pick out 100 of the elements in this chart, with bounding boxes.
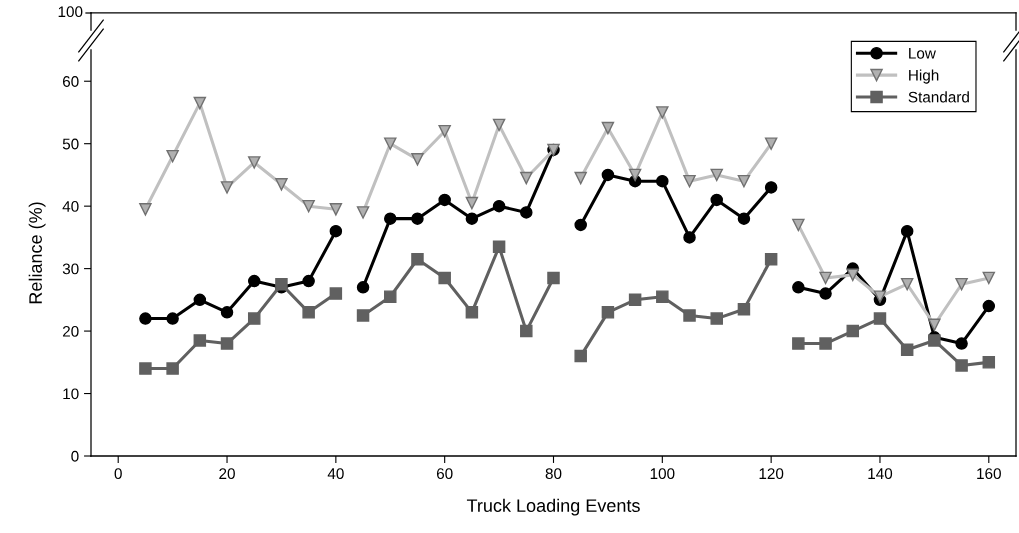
point xyxy=(247,312,261,325)
x-tick-label: 20 xyxy=(219,468,235,480)
point xyxy=(737,212,751,225)
point xyxy=(792,218,805,232)
point xyxy=(520,171,533,185)
x-axis-title: Truck Loading Events xyxy=(466,498,640,516)
x-tick-label: 120 xyxy=(759,468,784,480)
point xyxy=(193,293,207,307)
y-tick-label: 60 xyxy=(62,76,79,87)
point xyxy=(166,149,179,163)
point xyxy=(302,274,315,288)
point xyxy=(900,277,914,291)
point xyxy=(574,171,587,185)
point xyxy=(819,287,832,300)
point xyxy=(520,206,533,219)
point xyxy=(356,309,370,322)
point xyxy=(166,362,179,375)
y-tick-label: 0 xyxy=(71,450,79,462)
point xyxy=(275,178,288,191)
point xyxy=(438,271,451,285)
point xyxy=(329,287,343,300)
point xyxy=(247,156,261,169)
point xyxy=(356,281,370,294)
point xyxy=(710,312,723,325)
point xyxy=(247,274,261,288)
x-tick-label: 40 xyxy=(327,468,344,480)
point xyxy=(873,312,887,325)
point xyxy=(411,153,424,166)
point xyxy=(792,337,805,350)
legend-label: Low xyxy=(909,48,936,59)
point xyxy=(656,174,669,188)
point xyxy=(710,193,723,207)
point xyxy=(139,312,152,325)
point xyxy=(574,349,587,363)
point xyxy=(574,218,587,232)
point xyxy=(411,252,424,266)
point xyxy=(764,181,778,194)
point xyxy=(465,306,479,319)
point xyxy=(792,281,805,294)
point xyxy=(438,124,451,138)
legend-label: High xyxy=(909,69,939,84)
point xyxy=(356,206,370,219)
point xyxy=(955,337,968,350)
point xyxy=(139,203,152,216)
point xyxy=(275,277,288,291)
point xyxy=(628,168,642,182)
point xyxy=(220,337,234,350)
point xyxy=(737,302,751,316)
point xyxy=(955,277,968,291)
point xyxy=(492,118,506,132)
point xyxy=(764,252,778,266)
point xyxy=(683,309,696,322)
point xyxy=(982,271,996,285)
point xyxy=(465,212,479,225)
point xyxy=(220,181,234,194)
point xyxy=(384,137,397,150)
text: 100 xyxy=(58,6,83,18)
x-tick-label: 140 xyxy=(868,468,893,480)
point xyxy=(329,203,343,216)
point xyxy=(601,121,615,135)
point xyxy=(819,337,832,350)
point xyxy=(329,224,343,238)
point xyxy=(982,299,996,313)
point xyxy=(656,290,669,303)
x-tick-label: 0 xyxy=(114,468,122,480)
point xyxy=(710,168,723,182)
point xyxy=(683,174,696,188)
point xyxy=(384,212,397,225)
point xyxy=(411,212,424,225)
point xyxy=(601,168,615,182)
point xyxy=(982,356,996,369)
point xyxy=(900,224,914,238)
point xyxy=(384,290,397,303)
point xyxy=(520,324,533,338)
point xyxy=(166,312,179,325)
y-tick-label: 50 xyxy=(62,138,79,150)
point xyxy=(492,199,506,213)
x-tick-label: 100 xyxy=(650,468,675,480)
y-tick-label: 10 xyxy=(63,388,79,400)
x-tick-label: 80 xyxy=(545,468,562,480)
x-tick-label: 160 xyxy=(977,468,1001,480)
y-tick-label: 30 xyxy=(62,263,79,275)
point xyxy=(302,306,315,319)
point xyxy=(492,240,506,254)
point xyxy=(547,271,560,285)
point xyxy=(601,306,615,319)
point xyxy=(928,318,941,332)
y-tick-label: 40 xyxy=(62,201,79,212)
point xyxy=(302,199,315,213)
point xyxy=(628,293,642,307)
point xyxy=(955,359,968,372)
point xyxy=(656,106,669,119)
point xyxy=(737,174,751,188)
point xyxy=(139,362,152,375)
point xyxy=(193,334,207,347)
point xyxy=(193,96,207,110)
point xyxy=(846,324,860,338)
point xyxy=(683,231,696,244)
legend-label: Standard xyxy=(908,91,969,103)
y-axis-title: Reliance (%) xyxy=(28,202,46,304)
